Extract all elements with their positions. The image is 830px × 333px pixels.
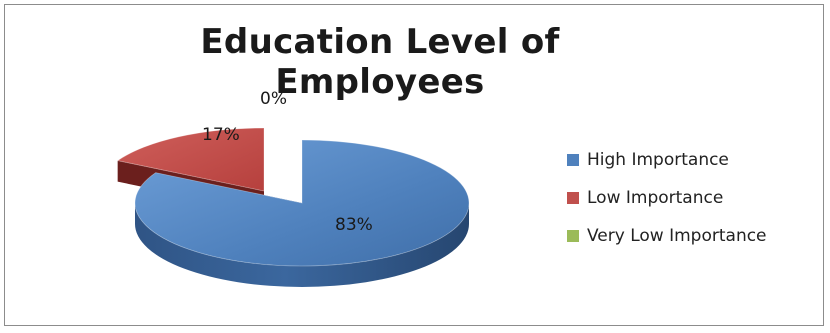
data-label-high-importance: 83% [335,215,373,235]
legend-label-low-importance: Low Importance [587,187,724,208]
legend-label-high-importance: High Importance [587,149,729,170]
chart-title: Education Level of Employees [200,22,560,102]
data-label-very-low-importance: 0% [260,89,287,109]
legend-swatch-very-low-importance [567,229,579,242]
data-label-low-importance: 17% [202,125,240,145]
legend-item-high-importance: High Importance [567,149,767,170]
data-labels: 83% 17% 0% [202,89,373,235]
legend: High Importance Low Importance Very Low … [567,150,767,264]
slice-high-importance [134,139,470,287]
legend-item-low-importance: Low Importance [567,187,767,208]
pie-layer [116,127,470,287]
legend-label-very-low-importance: Very Low Importance [587,225,767,246]
legend-item-very-low-importance: Very Low Importance [567,225,767,246]
legend-swatch-low-importance [567,191,579,204]
legend-swatch-high-importance [567,153,579,166]
